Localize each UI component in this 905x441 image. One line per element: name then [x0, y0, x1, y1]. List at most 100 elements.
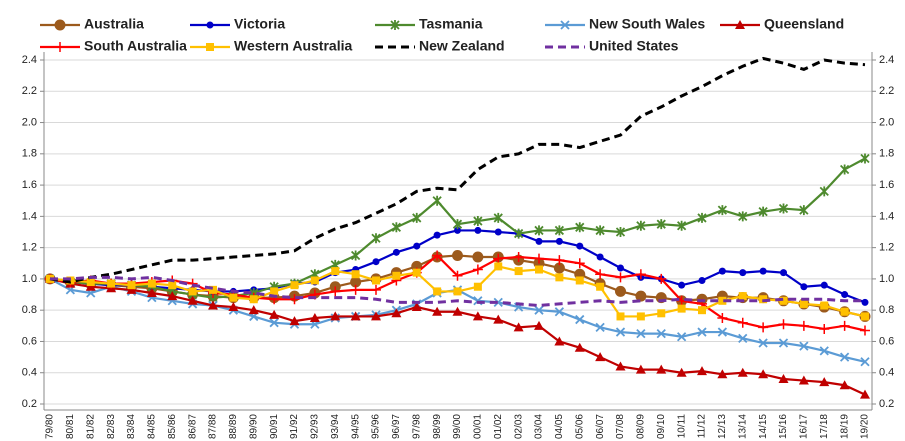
- marker: [860, 325, 870, 336]
- marker: [839, 380, 850, 390]
- marker: [452, 270, 463, 281]
- marker: [513, 228, 524, 239]
- marker: [595, 269, 606, 280]
- marker: [576, 242, 584, 250]
- marker: [861, 298, 869, 306]
- x-tick-label: 14/15: [758, 414, 769, 439]
- marker: [392, 248, 400, 256]
- x-tick-label: 89/90: [248, 414, 259, 439]
- marker: [270, 287, 279, 296]
- marker: [677, 304, 686, 313]
- marker: [735, 20, 745, 29]
- marker: [717, 205, 728, 216]
- marker: [799, 205, 809, 216]
- marker: [289, 294, 300, 305]
- marker: [412, 268, 421, 277]
- marker: [392, 271, 401, 280]
- marker: [595, 322, 605, 333]
- marker: [248, 305, 259, 315]
- legend-label: Australia: [84, 16, 144, 32]
- marker: [371, 233, 381, 244]
- marker: [555, 237, 563, 245]
- marker: [167, 291, 178, 301]
- marker: [758, 206, 768, 217]
- marker: [290, 281, 299, 290]
- marker: [553, 262, 565, 274]
- marker: [656, 364, 667, 374]
- legend-label: New Zealand: [419, 38, 505, 54]
- marker: [86, 278, 95, 287]
- marker: [187, 278, 198, 289]
- marker: [718, 267, 726, 275]
- marker: [778, 203, 789, 214]
- marker: [739, 269, 747, 277]
- marker: [474, 226, 482, 234]
- marker: [350, 276, 362, 288]
- marker: [391, 308, 402, 318]
- marker: [534, 320, 544, 330]
- marker: [493, 212, 503, 223]
- marker: [574, 342, 585, 352]
- marker: [635, 269, 646, 280]
- marker: [717, 327, 728, 337]
- marker: [534, 305, 544, 315]
- marker: [534, 253, 544, 264]
- marker: [656, 273, 667, 284]
- marker: [819, 346, 829, 356]
- marker: [861, 312, 869, 321]
- marker: [228, 302, 239, 312]
- x-tick-label: 15/16: [778, 414, 789, 439]
- legend-label: South Australia: [84, 38, 187, 54]
- y-tick-label: 2.4: [22, 54, 37, 66]
- marker: [617, 264, 624, 272]
- marker: [432, 250, 443, 261]
- marker: [493, 297, 503, 308]
- marker: [819, 377, 830, 387]
- marker: [839, 320, 850, 331]
- x-tick-label: 79/80: [45, 414, 56, 439]
- y2-tick-label: 0.2: [879, 398, 894, 410]
- x-tick-label: 91/92: [289, 414, 300, 439]
- marker: [780, 269, 787, 277]
- marker: [636, 328, 646, 339]
- marker: [350, 311, 361, 321]
- marker: [596, 282, 605, 291]
- marker: [615, 227, 626, 237]
- marker: [309, 313, 320, 322]
- y-tick-label: 0.4: [22, 367, 37, 379]
- marker: [656, 219, 666, 230]
- marker: [206, 43, 214, 51]
- marker: [473, 216, 483, 227]
- x-tick-label: 88/89: [228, 414, 239, 439]
- y2-tick-label: 1.2: [879, 242, 894, 254]
- y2-tick-label: 2.0: [879, 116, 894, 128]
- y2-tick-label: 2.2: [879, 85, 894, 97]
- marker: [372, 276, 380, 285]
- marker: [85, 281, 96, 291]
- marker: [615, 285, 626, 297]
- marker: [738, 211, 748, 222]
- marker: [453, 287, 462, 296]
- x-tick-label: 80/81: [65, 414, 76, 439]
- x-tick-label: 87/88: [208, 414, 219, 439]
- marker: [371, 284, 381, 295]
- x-tick-label: 03/04: [534, 414, 545, 439]
- marker: [452, 219, 463, 230]
- x-tick-label: 81/82: [85, 414, 96, 439]
- marker: [249, 295, 258, 304]
- marker: [209, 285, 217, 294]
- marker: [330, 286, 341, 297]
- marker: [839, 164, 850, 175]
- series-line: [50, 275, 865, 307]
- marker: [676, 332, 687, 342]
- marker: [473, 282, 482, 291]
- marker: [759, 267, 767, 275]
- marker: [779, 296, 788, 305]
- marker: [636, 220, 646, 231]
- marker: [54, 19, 66, 31]
- marker: [452, 306, 463, 316]
- marker: [676, 220, 687, 231]
- marker: [575, 276, 584, 285]
